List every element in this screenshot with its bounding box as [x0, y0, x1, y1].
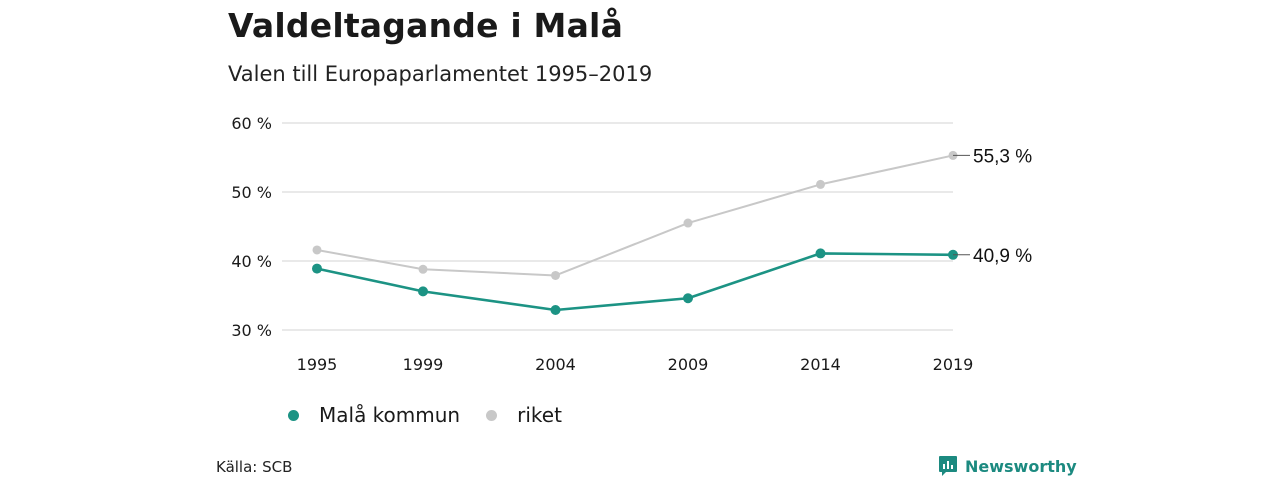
x-tick-label: 2014	[800, 355, 841, 374]
data-point-mala	[312, 263, 322, 274]
legend-dot-riket	[486, 409, 498, 421]
newsworthy-logo-icon	[939, 456, 957, 476]
legend-label-riket: riket	[517, 403, 562, 427]
y-tick-label: 30 %	[231, 321, 272, 340]
x-axis-ticks: 1995 1999 2004 2009 2014 2019	[297, 355, 974, 374]
data-point-riket	[418, 264, 428, 274]
grid-lines	[282, 122, 953, 331]
data-point-mala	[418, 286, 428, 297]
y-tick-label: 50 %	[231, 183, 272, 202]
x-tick-label: 2004	[535, 355, 576, 374]
legend-dot-mala	[288, 409, 299, 421]
legend-label-mala: Malå kommun	[319, 403, 461, 427]
x-tick-label: 1999	[403, 355, 444, 374]
data-point-mala	[550, 304, 561, 315]
end-label-mala: 40,9 %	[973, 246, 1032, 267]
legend-item-riket: riket	[486, 403, 562, 427]
legend: Malå kommun riket	[288, 403, 588, 427]
brand-name: Newsworthy	[965, 456, 1077, 476]
data-point-riket	[683, 218, 693, 228]
data-point-riket	[551, 270, 560, 280]
x-tick-label: 2009	[668, 355, 709, 374]
source-note: Källa: SCB	[216, 458, 293, 476]
x-tick-label: 2019	[933, 355, 974, 374]
data-point-mala	[683, 293, 693, 304]
end-labels: 40,9 % 55,3 %	[953, 146, 1032, 267]
y-tick-label: 40 %	[231, 252, 272, 271]
data-point-riket	[816, 179, 825, 189]
end-label-riket: 55,3 %	[973, 146, 1032, 167]
chart-subtitle: Valen till Europaparlamentet 1995–2019	[228, 62, 653, 86]
series-layer	[312, 150, 958, 315]
y-axis-ticks: 30 % 40 % 50 % 60 %	[231, 114, 272, 340]
x-tick-label: 1995	[297, 355, 338, 374]
data-point-riket	[312, 245, 322, 255]
chart-title: Valdeltagande i Malå	[228, 6, 624, 45]
legend-item-mala: Malå kommun	[288, 403, 460, 427]
y-tick-label: 60 %	[231, 114, 272, 133]
brand-logo: Newsworthy	[938, 455, 1077, 477]
data-point-mala	[815, 248, 826, 259]
series-line-mala	[316, 252, 954, 312]
series-line-riket	[316, 154, 954, 277]
